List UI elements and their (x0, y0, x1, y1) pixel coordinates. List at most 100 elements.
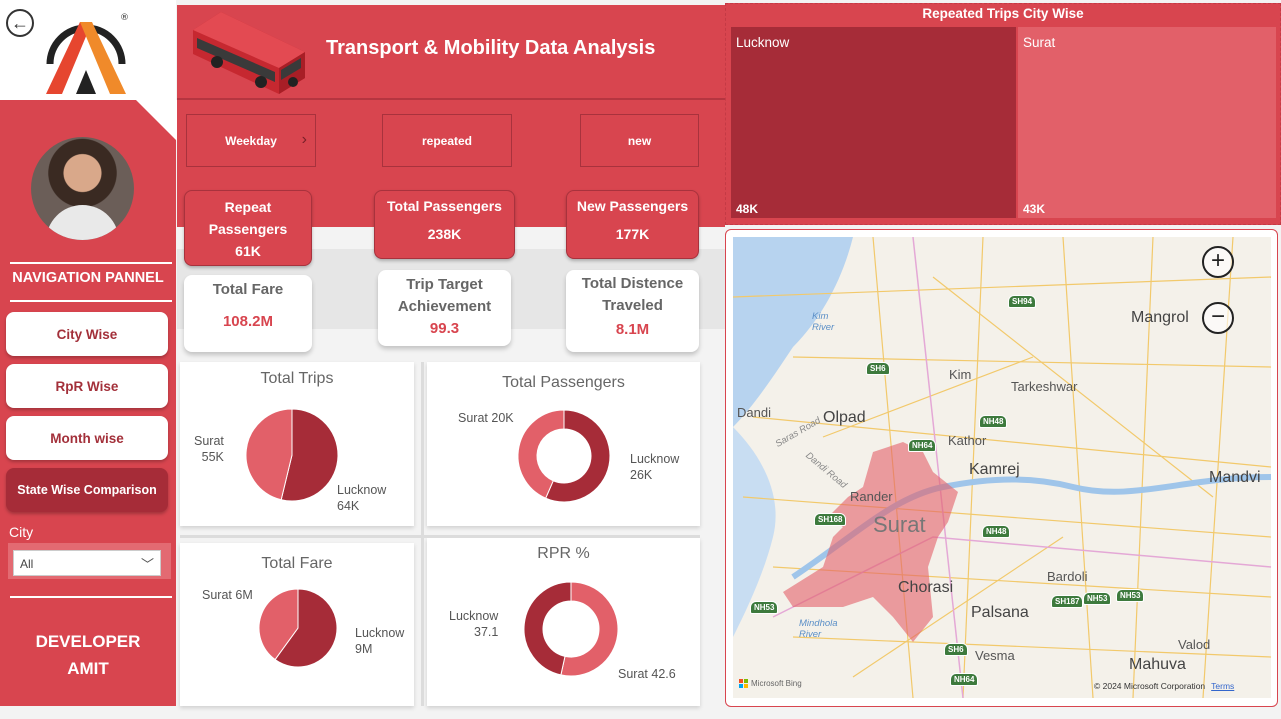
grid-divider (180, 535, 700, 538)
chart-title: Total Fare (261, 555, 333, 572)
map-label: Valod (1178, 637, 1211, 652)
developer-name: AMIT (67, 659, 109, 678)
data-label-lucknow: Lucknow 64K (337, 482, 386, 514)
map-label: Tarkeshwar (1011, 379, 1078, 394)
tile-name: Lucknow (736, 35, 790, 50)
kpi-new-passengers-label: New Passengers (576, 198, 689, 214)
map-label: Kamrej (969, 461, 1020, 478)
highway-shield: NH48 (982, 525, 1011, 538)
series-name: Surat (618, 667, 648, 681)
kpi-new-passengers-value: 177K (615, 226, 650, 242)
city-filter-label: City (9, 524, 34, 540)
data-value: 20K (491, 411, 514, 425)
map-label: Chorasi (898, 579, 954, 596)
divider (10, 596, 172, 598)
kpi-total-fare-value: 108.2M (222, 313, 274, 330)
page-title: Transport & Mobility Data Analysis (326, 37, 656, 59)
series-name: Surat (458, 411, 488, 425)
back-arrow-icon[interactable]: ← (6, 9, 34, 37)
map-attribution: © 2024 Microsoft Corporation Terms (1094, 681, 1234, 691)
filter-weekday-label: Weekday (225, 133, 277, 148)
kpi-repeat-passengers-label: Repeat Passengers (208, 199, 288, 237)
pie-chart (245, 408, 339, 502)
data-value: 26K (630, 468, 653, 482)
nav-city-wise-button[interactable]: City Wise (6, 312, 168, 356)
map-copyright: © 2024 Microsoft Corporation (1094, 681, 1206, 691)
pie-slice-surat[interactable] (517, 409, 565, 499)
highway-shield: SH6 (866, 362, 890, 375)
highway-shield: NH53 (1116, 589, 1145, 602)
donut-chart (523, 581, 619, 677)
data-label-surat: Surat 55K (194, 433, 224, 465)
chevron-down-icon: ﹀ (140, 557, 154, 572)
map-label: Dandi (737, 405, 771, 420)
pie-slice-lucknow[interactable] (545, 409, 611, 503)
tile-value: 43K (1023, 202, 1046, 216)
city-select[interactable]: All ﹀ (13, 550, 161, 576)
tile-value: 48K (736, 202, 759, 216)
data-value: 42.6 (651, 667, 676, 681)
nav-month-wise-button[interactable]: Month wise (6, 416, 168, 460)
series-name: Lucknow (337, 483, 387, 497)
filter-weekday-button[interactable]: Weekday › (186, 114, 316, 167)
map-label: Palsana (971, 604, 1029, 621)
data-label-surat: Surat 20K (458, 410, 514, 426)
chart-total-trips: Total Trips Surat 55K Lucknow 64K (180, 362, 414, 526)
treemap-tile-surat[interactable]: Surat 43K (1018, 27, 1276, 218)
pie-chart (258, 588, 338, 668)
kpi-total-passengers-label: Total Passengers (387, 198, 502, 214)
developer-line1: DEVELOPER (35, 632, 141, 651)
filter-new-button[interactable]: new (580, 114, 699, 167)
series-name: Surat (194, 434, 224, 448)
data-label-lucknow: Lucknow 37.1 (449, 608, 498, 640)
avatar (31, 137, 134, 240)
data-value: 55K (201, 450, 224, 464)
kpi-total-fare-label: Total Fare (212, 281, 284, 298)
kpi-trip-target-value: 99.3 (429, 320, 460, 337)
pie-slice-lucknow[interactable] (523, 581, 572, 676)
chart-total-passengers: Total Passengers Surat 20K Lucknow 26K (427, 362, 700, 526)
map-label: Rander (850, 489, 893, 504)
city-select-value: All (20, 557, 34, 571)
map-label: Mangrol (1131, 309, 1189, 326)
highway-shield: NH64 (950, 673, 979, 686)
nav-title: NAVIGATION PANNEL (12, 270, 164, 286)
tile-name: Surat (1023, 35, 1056, 50)
pie-slice-surat[interactable] (245, 408, 293, 501)
chart-title: Total Passengers (502, 374, 625, 391)
pie-slice-surat[interactable] (560, 581, 619, 677)
map[interactable]: + − Mangrol Kim Tarkeshwar Dandi Olpad K… (733, 237, 1271, 698)
map-base (733, 237, 1271, 698)
chart-rpr-percent: RPR % Lucknow 37.1 Surat 42.6 (427, 538, 700, 706)
pie-slice-lucknow[interactable] (274, 588, 338, 668)
brand-logo: ® (46, 13, 129, 94)
nav-state-wise-button[interactable]: State Wise Comparison (6, 468, 168, 512)
map-river-label: Kim River (812, 311, 835, 333)
chevron-right-icon: › (301, 131, 307, 148)
chart-title: RPR % (537, 545, 590, 562)
developer-credit: DEVELOPER AMIT (0, 628, 176, 682)
kpi-trip-target: Trip Target Achievement 99.3 (378, 270, 511, 346)
data-label-surat: Surat 6M (202, 587, 253, 603)
pie-slice-surat[interactable] (258, 588, 299, 661)
kpi-total-distance: Total Distence Traveled 8.1M (566, 270, 699, 352)
highway-shield: NH53 (750, 601, 779, 614)
nav-rpr-wise-button[interactable]: RpR Wise (6, 364, 168, 408)
map-terms-link[interactable]: Terms (1211, 681, 1235, 691)
zoom-in-button[interactable]: + (1202, 246, 1234, 278)
chart-title: Total Trips (260, 370, 334, 387)
treemap-tile-lucknow[interactable]: Lucknow 48K (731, 27, 1016, 218)
map-label: Kim (949, 367, 972, 382)
treemap-title: Repeated Trips City Wise (922, 6, 1084, 21)
map-provider-name: Microsoft Bing (751, 679, 802, 688)
divider (10, 300, 172, 302)
pie-slice-lucknow[interactable] (280, 408, 339, 502)
zoom-out-button[interactable]: − (1202, 302, 1234, 334)
highway-shield: NH48 (979, 415, 1008, 428)
filter-repeated-button[interactable]: repeated (382, 114, 512, 167)
series-name: Lucknow (630, 452, 680, 466)
kpi-total-distance-label: Total Distence Traveled (581, 275, 684, 314)
kpi-trip-target-label: Trip Target Achievement (397, 276, 492, 315)
highway-shield: SH187 (1051, 595, 1084, 608)
